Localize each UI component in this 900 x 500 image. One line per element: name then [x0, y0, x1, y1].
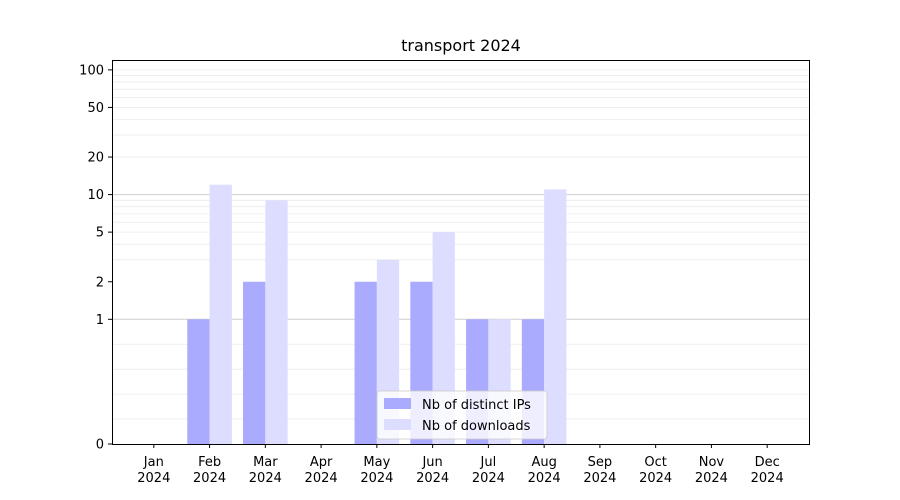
- x-tick-label: Nov 2024: [695, 455, 728, 486]
- x-tick-label: Apr 2024: [305, 455, 338, 486]
- legend-label-downloads: Nb of downloads: [422, 419, 531, 434]
- x-tick-label: Sep 2024: [583, 455, 616, 486]
- y-tick-label: 5: [96, 226, 104, 241]
- legend-box: [376, 390, 548, 440]
- y-axis: 0 1 2 5 10 20 50 100: [79, 63, 112, 453]
- chart-title: transport 2024: [401, 36, 521, 55]
- y-tick-label: 0: [96, 438, 104, 453]
- legend-label-distinct-ips: Nb of distinct IPs: [422, 398, 531, 413]
- x-tick-label: Jul 2024: [472, 455, 505, 486]
- y-tick-label: 20: [87, 151, 104, 166]
- plot-frame: [112, 60, 810, 445]
- legend-swatch-downloads: [384, 419, 411, 430]
- y-tick-label: 1: [96, 313, 104, 328]
- x-tick-label: Oct 2024: [639, 455, 672, 486]
- x-tick-label: Jan 2024: [137, 455, 170, 486]
- x-tick-label: Feb 2024: [193, 455, 226, 486]
- y-tick-label: 10: [87, 188, 104, 203]
- bar-downloads: [209, 184, 232, 444]
- y-tick-label: 100: [79, 63, 104, 78]
- bar-distinct-ips: [243, 281, 266, 444]
- x-tick-label: Dec 2024: [751, 455, 784, 486]
- x-tick-label: Aug 2024: [528, 455, 561, 486]
- legend: Nb of distinct IPs Nb of downloads: [376, 390, 548, 440]
- x-axis: Jan 2024 Feb 2024 Mar 2024 Apr 2024 May 2024 Jun 20…: [137, 444, 784, 486]
- x-tick-label: May 2024: [360, 455, 393, 486]
- bar-distinct-ips: [187, 319, 210, 444]
- x-tick-label: Jun 2024: [416, 455, 449, 486]
- legend-swatch-distinct-ips: [384, 398, 411, 409]
- bar-downloads: [265, 200, 288, 444]
- y-tick-label: 50: [87, 101, 104, 116]
- y-tick-label: 2: [96, 275, 104, 290]
- bar-distinct-ips: [354, 281, 377, 444]
- x-tick-label: Mar 2024: [249, 455, 282, 486]
- bar-downloads: [544, 189, 567, 444]
